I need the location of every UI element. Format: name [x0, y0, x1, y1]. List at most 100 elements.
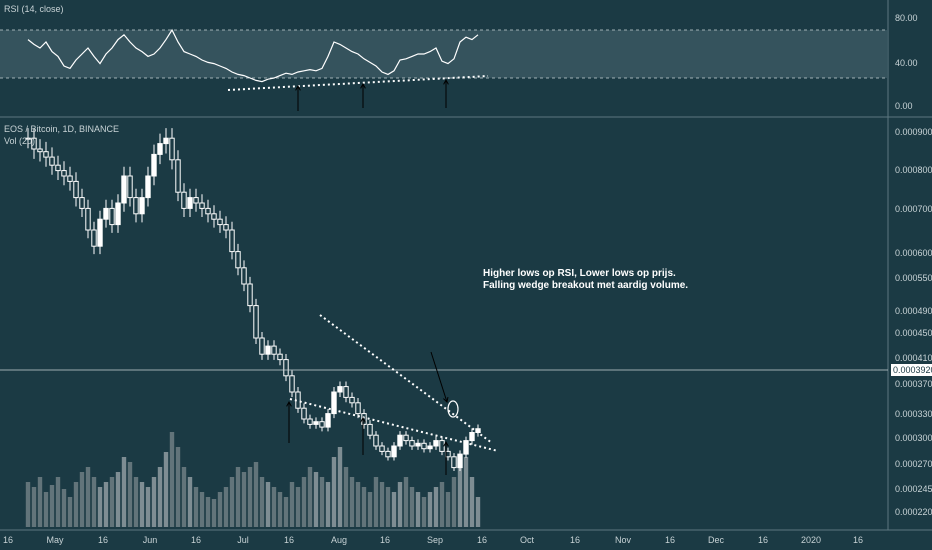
time-tick-label: 16: [664, 535, 676, 545]
candle-body: [199, 202, 205, 209]
candle-body: [277, 353, 283, 361]
candle-body: [145, 175, 151, 199]
volume-bar: [67, 497, 73, 527]
time-tick-label: 16: [2, 535, 14, 545]
rsi-line: [27, 28, 479, 83]
candle-body: [325, 413, 331, 428]
volume-bar: [217, 492, 223, 527]
time-tick-label: 16: [757, 535, 769, 545]
volume-bar: [415, 492, 421, 527]
volume-bar: [205, 497, 211, 527]
candle-body: [181, 191, 187, 209]
volume-bar: [97, 487, 103, 527]
candle-body: [229, 229, 235, 253]
candle-body: [391, 445, 397, 458]
volume-bar: [91, 477, 97, 527]
candle-body: [31, 137, 37, 150]
candle-body: [223, 224, 229, 231]
volume-bar: [55, 477, 61, 527]
rsi-tick-label: 0.00: [895, 101, 913, 111]
volume-bar: [211, 499, 217, 527]
candle-body: [151, 153, 157, 177]
breakout-arrow: [430, 351, 448, 403]
volume-bar: [409, 487, 415, 527]
volume-bar: [313, 472, 319, 527]
time-tick-label: 2020: [800, 535, 822, 545]
candle-body: [379, 445, 385, 452]
time-tick-label: 16: [97, 535, 109, 545]
candle-body: [187, 197, 193, 209]
volume-bar: [31, 487, 37, 527]
volume-bar: [421, 497, 427, 527]
candle-body: [139, 197, 145, 215]
volume-bar: [277, 492, 283, 527]
candle-body: [121, 175, 127, 204]
volume-bar: [133, 477, 139, 527]
volume-bar: [157, 467, 163, 527]
candle-body: [97, 218, 103, 247]
volume-bar: [301, 477, 307, 527]
breakout-arrow-head: [443, 396, 449, 403]
volume-bar: [451, 477, 457, 527]
candle-body: [397, 434, 403, 447]
volume-bar: [397, 482, 403, 527]
time-tick-label: 16: [569, 535, 581, 545]
candle-body: [457, 453, 463, 469]
volume-bar: [151, 477, 157, 527]
volume-bar: [433, 487, 439, 527]
candle-body: [307, 418, 313, 425]
volume-bar: [175, 447, 181, 527]
candle-body: [355, 402, 361, 415]
volume-bar: [403, 477, 409, 527]
candle-body: [289, 375, 295, 393]
volume-bar: [463, 457, 469, 527]
volume-bar: [469, 477, 475, 527]
candle-body: [175, 159, 181, 193]
candle-body: [103, 207, 109, 220]
volume-bar: [235, 467, 241, 527]
volume-bar: [283, 497, 289, 527]
candle-body: [427, 445, 433, 450]
candle-body: [463, 440, 469, 455]
volume-bar: [457, 467, 463, 527]
volume-bar: [295, 487, 301, 527]
candle-body: [253, 305, 259, 339]
candle-body: [169, 137, 175, 161]
time-tick-label: Jun: [142, 535, 158, 545]
rsi-arrow-2-head: [360, 82, 366, 89]
candle-body: [301, 407, 307, 420]
volume-bar: [385, 487, 391, 527]
time-tick-label: Oct: [519, 535, 535, 545]
volume-bar: [343, 467, 349, 527]
volume-bar: [73, 482, 79, 527]
rsi-tick-label: 40.00: [895, 58, 918, 68]
candle-body: [67, 175, 73, 182]
candle-body: [85, 207, 91, 231]
candle-body: [55, 164, 61, 172]
time-tick-label: 16: [852, 535, 864, 545]
volume-bar: [115, 472, 121, 527]
volume-bar: [127, 462, 133, 527]
price-arrow-2-head: [360, 416, 366, 423]
candle-body: [313, 421, 319, 425]
volume-bar: [25, 482, 31, 527]
rsi-arrow-3-head: [443, 78, 449, 85]
candle-body: [127, 175, 133, 199]
volume-bar: [349, 477, 355, 527]
volume-bar: [319, 477, 325, 527]
volume-bar: [199, 492, 205, 527]
candle-body: [49, 156, 55, 166]
breakout-circle: [447, 400, 459, 418]
volume-bar: [379, 482, 385, 527]
candle-body: [43, 151, 49, 158]
time-tick-label: Nov: [614, 535, 632, 545]
annotation-line-2: Falling wedge breakout met aardig volume…: [483, 280, 689, 291]
candle-body: [211, 213, 217, 220]
